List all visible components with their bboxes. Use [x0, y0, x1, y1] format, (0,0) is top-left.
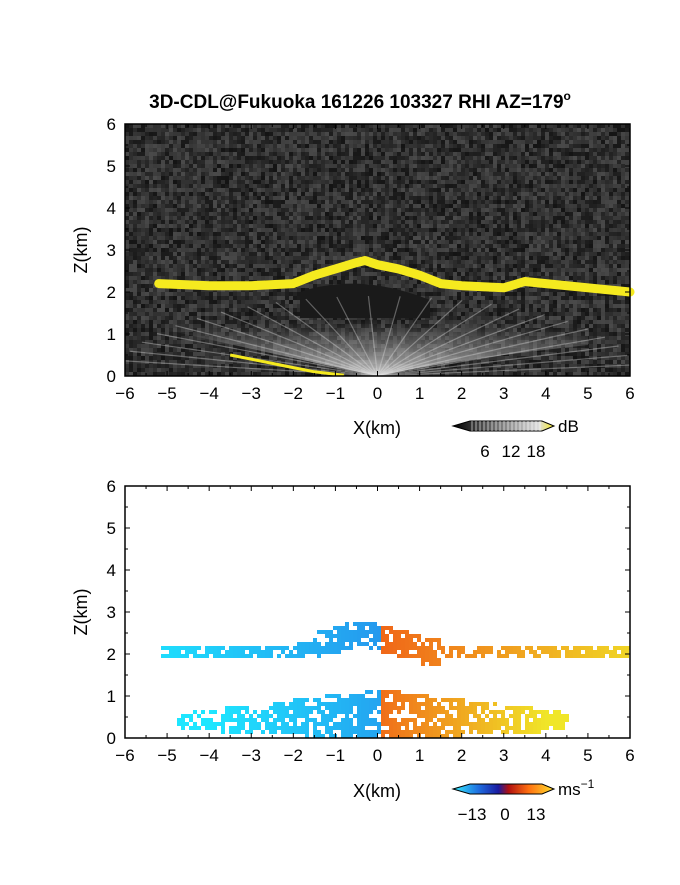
- y-tick-label: 2: [107, 283, 116, 302]
- x-tick-label: 0: [373, 384, 382, 403]
- y-axis-label: Z(km): [71, 227, 91, 274]
- colorbar-tick-label: −13: [458, 805, 487, 824]
- x-tick-label: −6: [115, 746, 134, 765]
- x-tick-label: 1: [415, 384, 424, 403]
- colorbar-bar: [453, 784, 554, 794]
- velocity-panel: −6 −5 −4 −3 −2 −1 0 1 2 3 4 5 6 0 1 2 3 4 5 6 X(km) Z(km) m…: [71, 477, 635, 824]
- colorbar-tick-label: 18: [527, 442, 546, 461]
- y-tick-label: 0: [107, 729, 116, 748]
- x-tick-label: −5: [157, 746, 176, 765]
- x-tick-label: 5: [583, 746, 592, 765]
- x-tick-label: −3: [242, 384, 261, 403]
- x-tick-label: 4: [541, 746, 550, 765]
- y-tick-label: 0: [107, 367, 116, 386]
- y-tick-label: 5: [107, 519, 116, 538]
- colorbar-tick-label: 0: [500, 805, 509, 824]
- y-tick-label: 4: [107, 561, 116, 580]
- colorbar-unit: ms−1: [558, 777, 595, 799]
- x-tick-label: 2: [457, 746, 466, 765]
- x-tick-label: −3: [242, 746, 261, 765]
- x-tick-label: −4: [199, 746, 218, 765]
- x-tick-label: −1: [326, 746, 345, 765]
- colorbar: ms−1 −13 0 13: [453, 777, 595, 824]
- x-tick-label: 5: [583, 384, 592, 403]
- colorbar-tick-label: 6: [480, 442, 489, 461]
- x-tick-label: −2: [284, 384, 303, 403]
- chart-title: 3D-CDL@Fukuoka 161226 103327 RHI AZ=179o: [149, 89, 571, 113]
- x-tick-label: 3: [499, 746, 508, 765]
- colorbar-tick-label: 12: [502, 442, 521, 461]
- x-tick-label: −2: [284, 746, 303, 765]
- x-tick-label: 0: [373, 746, 382, 765]
- x-axis-label: X(km): [353, 781, 401, 801]
- y-tick-label: 6: [107, 115, 116, 134]
- x-tick-label: 1: [415, 746, 424, 765]
- x-axis-label: X(km): [353, 418, 401, 438]
- x-tick-label: −1: [326, 384, 345, 403]
- x-tick-label: 6: [625, 384, 634, 403]
- y-tick-label: 4: [107, 199, 116, 218]
- colorbar-bar: [453, 421, 554, 431]
- x-tick-label: 6: [625, 746, 634, 765]
- colorbar-tick-label: 13: [527, 805, 546, 824]
- x-tick-label: 2: [457, 384, 466, 403]
- x-tick-label: −4: [199, 384, 218, 403]
- x-tick-label: −5: [157, 384, 176, 403]
- x-tick-label: −6: [115, 384, 134, 403]
- x-tick-label: 3: [499, 384, 508, 403]
- y-tick-label: 1: [107, 325, 116, 344]
- y-tick-label: 3: [107, 241, 116, 260]
- colorbar-unit: dB: [558, 417, 579, 436]
- y-tick-label: 3: [107, 603, 116, 622]
- x-tick-label: 4: [541, 384, 550, 403]
- y-axis-label: Z(km): [71, 589, 91, 636]
- y-tick-label: 1: [107, 687, 116, 706]
- y-tick-label: 2: [107, 645, 116, 664]
- colorbar: dB 6 12 18: [453, 417, 579, 461]
- y-tick-label: 6: [107, 477, 116, 496]
- y-tick-label: 5: [107, 157, 116, 176]
